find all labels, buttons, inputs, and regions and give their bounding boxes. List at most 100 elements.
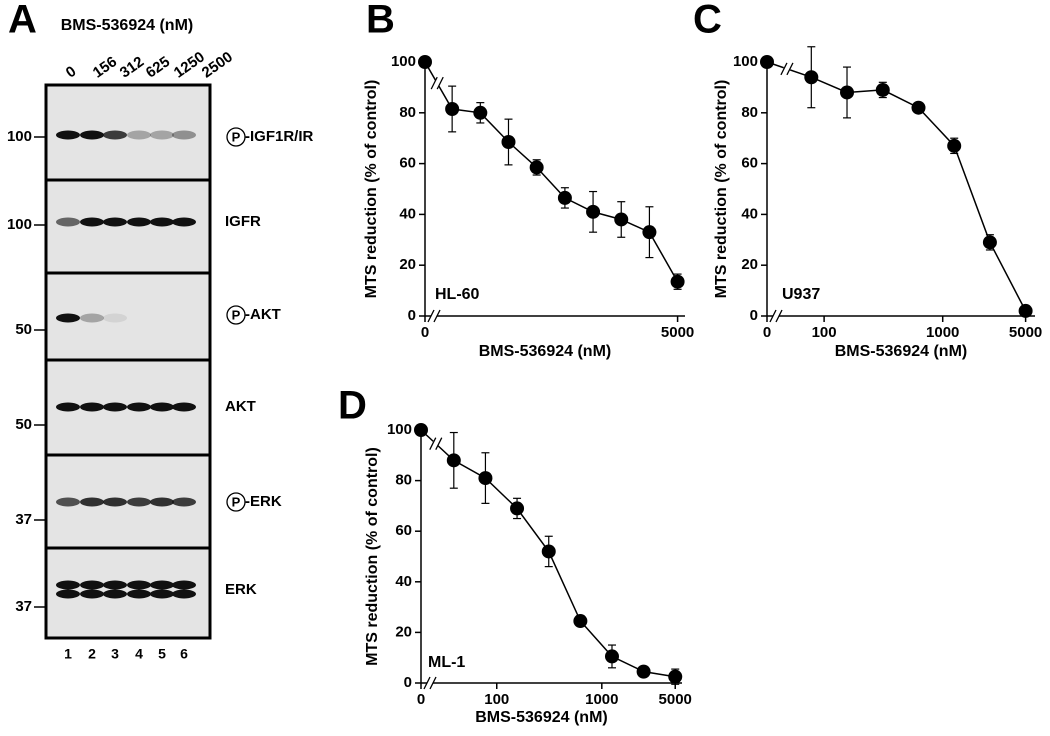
y-tick-label: 40 [741,205,758,222]
lane-label: 5 [158,646,166,662]
mw-label: 37 [15,511,32,528]
y-tick-label: 20 [399,256,416,273]
band [103,217,127,227]
band [150,497,174,507]
band [150,580,174,590]
data-point [840,85,855,100]
data-point [875,82,890,97]
data-point [614,212,629,227]
axis-title: BMS-536924 (nM) [479,343,611,360]
data-point [982,235,997,250]
y-tick-label: 60 [741,155,758,172]
band [127,497,151,507]
data-point [478,471,493,486]
band [172,402,196,412]
blot-title: BMS-536924 (nM) [61,17,193,34]
axis-break [429,676,437,690]
lane-label: 4 [135,646,143,662]
y-tick-label: 80 [741,104,758,121]
axis-break [427,309,435,323]
data-point [642,225,657,240]
band [172,130,196,140]
x-tick-label: 0 [763,324,771,341]
data-point [418,55,432,69]
y-tick-label: 60 [399,155,416,172]
phospho-symbol: P [232,494,241,509]
data-point [947,138,962,153]
data-point [541,544,556,559]
data-point [760,55,774,69]
band [103,497,127,507]
data-point [670,274,685,289]
band [80,497,104,507]
y-tick-label: 20 [741,256,758,273]
protein-label: AKT [225,398,256,415]
concentration-label: 625 [143,53,173,81]
line-break [780,62,788,76]
y-tick-label: 0 [750,307,758,324]
cell-line-label: HL-60 [435,286,480,303]
x-tick-label: 0 [421,324,429,341]
line-break [436,76,444,90]
panel-label: C [693,0,722,42]
concentration-label: 0 [63,63,80,82]
data-point [529,160,544,175]
data-point [445,101,460,116]
data-point [501,135,516,150]
data-point [573,614,588,629]
data-point [586,204,601,219]
x-tick-label: 100 [484,691,509,708]
axis-title: MTS reduction (% of control) [364,447,381,666]
axis-break [769,309,777,323]
band [172,580,196,590]
axis-break [775,309,783,323]
lane-label: 2 [88,646,96,662]
phospho-circle [226,127,246,147]
band [80,313,104,323]
band [127,217,151,227]
x-tick-label: 1000 [585,691,618,708]
y-tick-label: 100 [391,53,416,70]
data-point [604,649,619,664]
axis-break [423,676,431,690]
mw-label: 100 [7,216,32,233]
data-point [804,70,819,85]
panel-label: B [366,0,395,42]
y-tick-label: 40 [395,573,412,590]
y-tick-label: 100 [387,421,412,438]
panel-label: D [338,384,367,428]
phospho-symbol: P [232,307,241,322]
band [80,402,104,412]
axis-break-gap [431,310,437,322]
data-line [766,61,1027,312]
protein-label: ERK [225,581,257,598]
data-line [424,61,679,283]
band [56,313,80,323]
band [172,217,196,227]
band [172,589,196,599]
data-point [414,423,428,437]
x-tick-label: 5000 [659,691,692,708]
mw-label: 100 [7,128,32,145]
axis-title: BMS-536924 (nM) [475,709,607,726]
x-tick-label: 100 [812,324,837,341]
axis-break-gap [427,677,433,689]
band [103,580,127,590]
x-tick-label: 5000 [661,324,694,341]
band [150,402,174,412]
blot-panel [44,178,212,275]
band [56,497,80,507]
band [103,130,127,140]
panel-label: A [8,0,37,42]
y-tick-label: 0 [404,674,412,691]
y-tick-label: 20 [395,623,412,640]
data-point [473,105,488,120]
y-tick-label: 60 [395,522,412,539]
axis-break [433,309,441,323]
x-tick-label: 5000 [1009,324,1042,341]
band [56,580,80,590]
blot-panel [44,271,212,362]
band [127,402,151,412]
data-point [911,100,926,115]
band [103,589,127,599]
